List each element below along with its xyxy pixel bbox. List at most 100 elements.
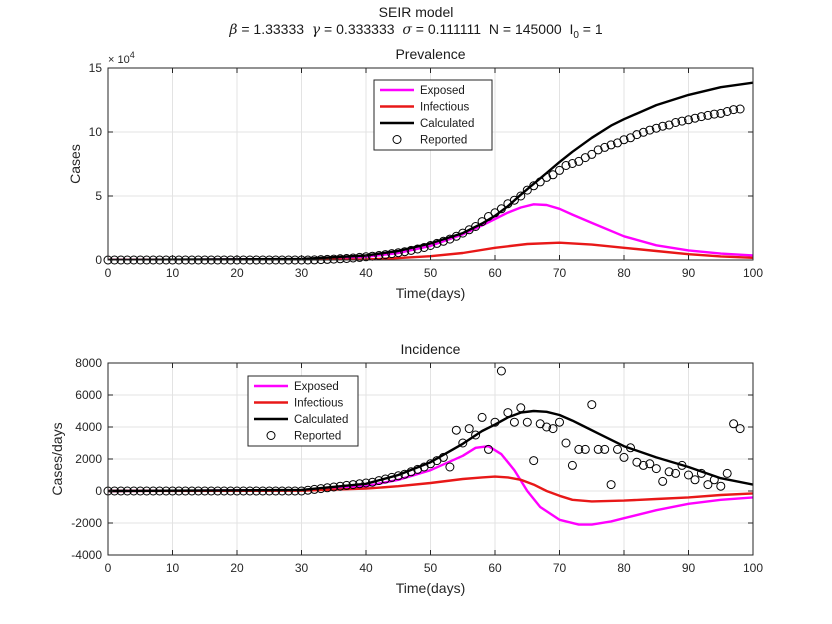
reported-point [671,468,681,478]
reported-point [593,145,603,155]
reported-point [438,236,448,246]
reported-point [155,486,165,496]
x-tick-label: 90 [682,266,696,280]
reported-point [187,486,197,496]
reported-point [664,467,674,477]
legend-label-calculated: Calculated [420,118,474,130]
reported-point [400,469,410,479]
reported-point [522,185,532,195]
reported-point [387,472,397,482]
reported-point [367,477,377,487]
y-tick-label: 0 [95,484,102,498]
y-tick-label: -4000 [71,548,102,562]
legend: Exposed Infectious Calculated Reported [373,79,493,151]
reported-point [413,244,423,254]
reported-point [529,456,539,466]
reported-point [387,249,397,259]
reported-point [677,460,687,470]
reported-point [548,424,558,434]
reported-point [142,486,152,496]
reported-point [258,486,268,496]
i0-label: I [569,21,574,37]
x-tick-label: 100 [743,561,763,575]
reported-point [645,125,655,135]
x-tick-label: 100 [743,266,763,280]
reported-point [574,156,584,166]
legend-swatch-reported [266,431,276,440]
reported-point [458,438,468,448]
reported-point [587,149,597,159]
series-line-infectious [108,475,753,503]
reported-point [451,425,461,435]
reported-point [658,121,668,131]
y-exponent-power: 4 [130,50,135,60]
reported-point [619,135,629,145]
x-tick-label: 10 [166,266,180,280]
reported-point [703,110,713,120]
reported-point [116,486,126,496]
series-line-infectious [108,241,753,260]
reported-point [516,403,526,413]
reported-point [277,486,287,496]
reported-point [632,130,642,140]
reported-point [393,248,403,258]
reported-point [496,204,506,214]
reported-point [309,484,319,494]
x-tick-label: 60 [488,266,502,280]
reported-point [696,112,706,122]
reported-point [561,438,571,448]
reported-point [426,241,435,250]
legend-label-infectious: Infectious [420,102,469,114]
y-tick-label: 4000 [75,420,102,434]
sigma-value: 0.111111 [427,21,482,37]
series-line-exposed [108,203,753,260]
reported-point [477,217,487,227]
reported-point [122,486,132,496]
reported-point [651,464,661,474]
reported-point [264,486,274,496]
beta-symbol: β [229,22,238,38]
y-tick-label: 15 [89,61,103,75]
reported-point [664,120,674,130]
reported-point [322,254,332,264]
reported-point [606,140,616,150]
reported-point [419,243,429,252]
reported-point [406,467,416,477]
series-line-calculated [108,81,753,260]
x-tick-label: 40 [359,561,373,575]
reported-point [316,484,326,494]
reported-point [445,462,455,472]
y-tick-label: -2000 [71,516,102,530]
reported-point [238,486,248,496]
x-tick-label: 80 [617,561,631,575]
reported-point [348,253,358,263]
reported-point [471,222,481,231]
reported-point [348,480,358,490]
reported-point [380,250,390,260]
reported-point [677,116,687,126]
x-axis-label: Time(days) [396,285,466,301]
reported-point [619,452,629,462]
reported-point [245,486,255,496]
reported-point [297,486,306,496]
y-tick-label: 8000 [75,356,102,370]
reported-point [271,486,281,496]
reported-point [303,485,313,495]
series-group [108,81,753,260]
reported-point [684,470,693,480]
reported-point [413,464,423,474]
reported-point [709,109,719,119]
x-tick-label: 50 [424,266,438,280]
legend-swatch-reported [392,135,402,144]
reported-point [477,412,487,422]
reported-point [329,482,339,492]
x-tick-label: 70 [553,266,567,280]
reported-point [393,471,403,481]
reported-point [606,480,616,490]
reported-point [290,486,300,496]
sigma-symbol: σ [402,22,412,38]
series-group [108,409,753,526]
reported-point [600,142,610,152]
reported-point [206,486,216,496]
reported-point [561,161,571,170]
